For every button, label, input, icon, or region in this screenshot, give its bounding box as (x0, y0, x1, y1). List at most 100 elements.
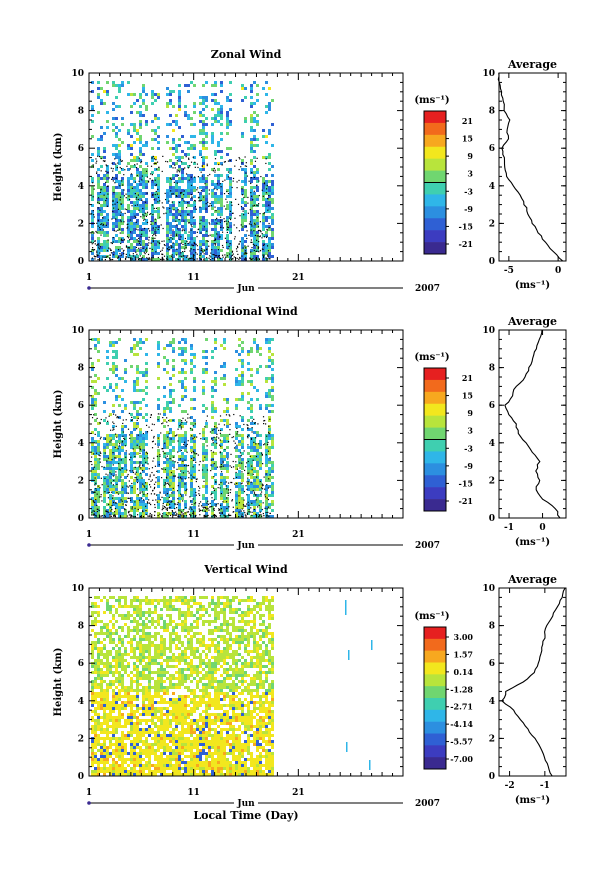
data-cell (106, 201, 109, 204)
data-cell (223, 458, 226, 461)
data-cell (205, 479, 208, 482)
data-cell (100, 195, 103, 198)
data-cell (112, 425, 115, 428)
data-dot (192, 476, 194, 478)
data-cell (181, 201, 184, 204)
data-dot (157, 419, 159, 421)
data-dot (99, 246, 101, 248)
data-cell (142, 84, 145, 87)
data-dot (250, 195, 253, 197)
data-cell (172, 500, 175, 503)
data-dot (152, 237, 154, 240)
data-dot (243, 510, 245, 512)
data-dot (258, 258, 260, 260)
data-dot (122, 503, 124, 505)
data-cell (172, 365, 175, 368)
data-dot (236, 250, 238, 252)
data-dot (157, 228, 159, 231)
data-cell (169, 123, 172, 126)
data-dot (208, 257, 210, 259)
data-cell (211, 222, 214, 225)
data-cell (229, 228, 232, 231)
data-dot (261, 488, 264, 490)
data-cell (127, 210, 130, 213)
data-cell (136, 219, 139, 222)
data-dot (153, 474, 155, 476)
data-cell (265, 485, 268, 488)
data-cell (166, 87, 169, 90)
data-dot (162, 507, 164, 509)
data-dot (117, 448, 119, 450)
data-cell (187, 243, 190, 246)
data-cell (220, 455, 223, 458)
data-dot (231, 499, 234, 501)
data-cell (193, 434, 196, 437)
data-dot (153, 199, 155, 201)
data-dot (159, 250, 162, 252)
data-dot (220, 463, 222, 466)
data-cell (112, 497, 115, 500)
data-cell (118, 225, 121, 228)
data-dot (168, 246, 170, 248)
data-cell (97, 81, 100, 84)
data-cell (136, 434, 139, 437)
data-dot (194, 243, 196, 245)
data-dot (198, 505, 200, 507)
data-cell (175, 252, 178, 255)
data-cell (112, 404, 115, 407)
data-cell (133, 258, 136, 261)
data-cell (205, 512, 208, 515)
data-dot (172, 238, 174, 240)
data-cell (250, 443, 253, 446)
data-cell (157, 449, 160, 452)
data-dot (153, 435, 155, 438)
data-dot (185, 445, 187, 447)
data-dot (253, 176, 256, 178)
data-dot (149, 247, 151, 250)
data-cell (124, 464, 127, 467)
profile-y-tick-label: 2 (489, 219, 495, 229)
data-cell (94, 344, 97, 347)
colorbar-tick-label: 3 (467, 169, 473, 179)
data-cell (259, 494, 262, 497)
data-cell (145, 374, 148, 377)
data-cell (118, 210, 121, 213)
data-dot (174, 167, 176, 169)
data-cell (166, 407, 169, 410)
data-dot (221, 511, 223, 513)
data-dot (182, 255, 184, 257)
data-dot (263, 254, 265, 256)
data-dot (143, 219, 145, 221)
data-dot (172, 246, 174, 248)
data-cell (211, 491, 214, 494)
data-cell (166, 189, 169, 192)
data-dot (198, 469, 200, 472)
data-cell (190, 228, 193, 231)
data-cell (250, 207, 253, 210)
data-cell (235, 491, 238, 494)
data-cell (175, 183, 178, 186)
data-dot (120, 238, 123, 240)
data-cell (226, 243, 229, 246)
data-cell (253, 485, 256, 488)
data-cell (136, 410, 139, 413)
data-dot (119, 214, 122, 216)
data-cell (205, 485, 208, 488)
data-dot (248, 472, 250, 474)
data-cell (118, 171, 121, 174)
data-dot (219, 512, 221, 514)
data-cell (118, 377, 121, 380)
data-cell (193, 446, 196, 449)
data-cell (187, 177, 190, 180)
data-dot (262, 512, 264, 515)
data-dot (134, 204, 136, 207)
data-dot (162, 253, 164, 256)
colorbar-swatch (424, 242, 446, 255)
data-cell (241, 347, 244, 350)
data-dot (129, 239, 131, 241)
data-cell (250, 428, 253, 431)
data-dot (217, 487, 219, 489)
data-cell (97, 488, 100, 491)
data-cell (229, 225, 232, 228)
data-cell (154, 114, 157, 117)
